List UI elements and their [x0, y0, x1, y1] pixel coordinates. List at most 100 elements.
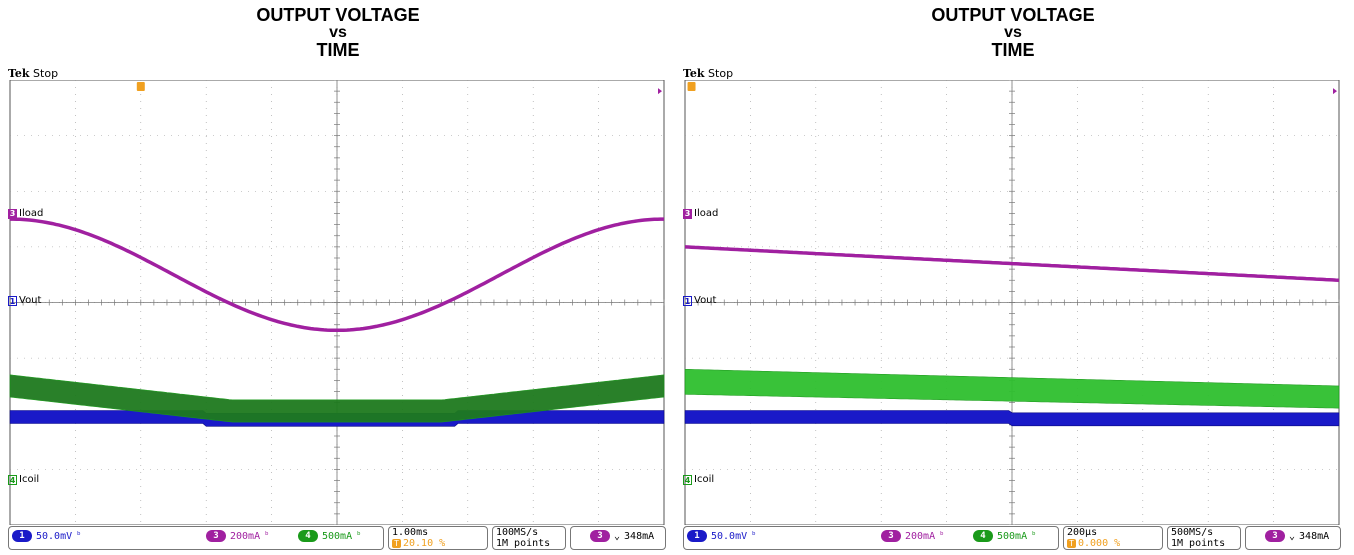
- trigger-box: [570, 526, 666, 550]
- bandwidth-icon: ᵇ: [356, 531, 362, 541]
- iload-trace: [684, 245, 1340, 282]
- iload-trace: [10, 217, 664, 333]
- acquisition: 100MS/s 1M points: [496, 527, 550, 549]
- record-length: 1M points: [496, 538, 551, 549]
- bandwidth-icon: ᵇ: [76, 531, 82, 541]
- run-state: Stop: [708, 67, 734, 80]
- title-line-3: TIME: [316, 40, 360, 60]
- ch3-badge: 3: [881, 530, 901, 542]
- iload-label: Iload: [694, 208, 719, 219]
- status-bar: 1 50.0mV ᵇ 3 200mA ᵇ 4 500mA ᵇ 200µs T 0.…: [683, 525, 1343, 553]
- acquisition-box: [1167, 526, 1241, 550]
- ch3-marker-icon: 3: [683, 208, 692, 219]
- ch1-marker-icon: 1: [8, 295, 17, 306]
- vout-label: Vout: [694, 295, 717, 306]
- run-state: Stop: [33, 67, 59, 80]
- ch3-badge: 3: [206, 530, 226, 542]
- trigger-level-marker-icon: [1333, 88, 1337, 95]
- ch1-label: 1 Vout: [683, 295, 716, 306]
- brand-logo: Tek: [683, 67, 705, 80]
- icoil-trace: [684, 369, 1340, 409]
- trigger-position: 20.10 %: [403, 538, 446, 549]
- timebase: 200µs T 0.000 %: [1067, 527, 1120, 549]
- trigger-source-badge: 3: [590, 530, 610, 542]
- trigger-slope-icon: ⌄: [614, 530, 621, 542]
- ch4-badge: 4: [973, 530, 993, 542]
- trigger-source-badge: 3: [1265, 530, 1285, 542]
- bandwidth-icon: ᵇ: [751, 531, 757, 541]
- title-line-1: OUTPUT VOLTAGE: [931, 5, 1095, 25]
- ch1-scale-value: 50.0mV: [36, 530, 73, 542]
- ch3-scale: 3 200mA ᵇ: [206, 530, 270, 542]
- title-line-1: OUTPUT VOLTAGE: [256, 5, 420, 25]
- ch3-label: 3 Iload: [8, 208, 43, 219]
- channel-scale-box: [8, 526, 384, 550]
- ch4-label: 4 Icoil: [8, 474, 39, 485]
- ch4-scale: 4 500mA ᵇ: [973, 530, 1037, 542]
- ch4-marker-icon: 4: [683, 474, 692, 485]
- trigger-level-marker-icon: [658, 88, 662, 95]
- ch3-scale-value: 200mA: [230, 530, 261, 542]
- ch4-scale-value: 500mA: [997, 530, 1028, 542]
- ch1-scale: 1 50.0mV ᵇ: [12, 530, 82, 542]
- ch1-scale-value: 50.0mV: [711, 530, 748, 542]
- sample-rate: 500MS/s: [1171, 527, 1214, 538]
- timebase-value: 200µs: [1067, 527, 1098, 538]
- timebase-box: [1063, 526, 1163, 550]
- ch1-badge: 1: [12, 530, 32, 542]
- ch1-marker-icon: 1: [683, 295, 692, 306]
- brand-logo: Tek: [8, 67, 30, 80]
- chart-title: OUTPUT VOLTAGE vs TIME: [683, 6, 1343, 59]
- ch1-label: 1 Vout: [8, 295, 41, 306]
- iload-label: Iload: [19, 208, 44, 219]
- channel-scale-box: [683, 526, 1059, 550]
- trigger-setting: 3 ⌄ 348mA: [590, 530, 654, 542]
- icoil-label: Icoil: [19, 474, 40, 485]
- trigger-setting: 3 ⌄ 348mA: [1265, 530, 1329, 542]
- scope-header: Tek Stop: [8, 67, 58, 80]
- trigger-marker-icon: [687, 82, 696, 91]
- scope-plot: [9, 80, 665, 525]
- icoil-trace: [9, 374, 665, 423]
- title-line-2: vs: [329, 24, 347, 41]
- vout-trace: [684, 410, 1340, 427]
- trigger-position: 0.000 %: [1078, 538, 1121, 549]
- sample-rate: 100MS/s: [496, 527, 539, 538]
- chart-title: OUTPUT VOLTAGE vs TIME: [8, 6, 668, 59]
- trigger-marker-icon: [136, 82, 145, 91]
- trigger-slope-icon: ⌄: [1289, 530, 1296, 542]
- ch4-badge: 4: [298, 530, 318, 542]
- scope-panel-right: OUTPUT VOLTAGE vs TIME Tek Stop 3 Iload …: [683, 0, 1343, 555]
- acquisition: 500MS/s 1M points: [1171, 527, 1225, 549]
- bandwidth-icon: ᵇ: [264, 531, 270, 541]
- trigger-level: 348mA: [624, 530, 655, 542]
- trigger-level: 348mA: [1299, 530, 1330, 542]
- bandwidth-icon: ᵇ: [1031, 531, 1037, 541]
- trigger-position-icon: T: [392, 539, 401, 548]
- ch4-scale-value: 500mA: [322, 530, 353, 542]
- scope-panel-left: OUTPUT VOLTAGE vs TIME Tek Stop 3 Iload …: [8, 0, 668, 555]
- ch4-marker-icon: 4: [8, 474, 17, 485]
- title-line-2: vs: [1004, 24, 1022, 41]
- trigger-position-icon: T: [1067, 539, 1076, 548]
- ch4-scale: 4 500mA ᵇ: [298, 530, 362, 542]
- scope-header: Tek Stop: [683, 67, 733, 80]
- timebase: 1.00ms T 20.10 %: [392, 527, 445, 549]
- ch4-label: 4 Icoil: [683, 474, 714, 485]
- ch3-marker-icon: 3: [8, 208, 17, 219]
- timebase-box: [388, 526, 488, 550]
- vout-label: Vout: [19, 295, 42, 306]
- ch1-badge: 1: [687, 530, 707, 542]
- ch3-label: 3 Iload: [683, 208, 718, 219]
- title-line-3: TIME: [991, 40, 1035, 60]
- ch1-scale: 1 50.0mV ᵇ: [687, 530, 757, 542]
- scope-plot: [684, 80, 1340, 525]
- record-length: 1M points: [1171, 538, 1226, 549]
- trigger-box: [1245, 526, 1341, 550]
- icoil-label: Icoil: [694, 474, 715, 485]
- acquisition-box: [492, 526, 566, 550]
- ch3-scale-value: 200mA: [905, 530, 936, 542]
- ch3-scale: 3 200mA ᵇ: [881, 530, 945, 542]
- timebase-value: 1.00ms: [392, 527, 429, 538]
